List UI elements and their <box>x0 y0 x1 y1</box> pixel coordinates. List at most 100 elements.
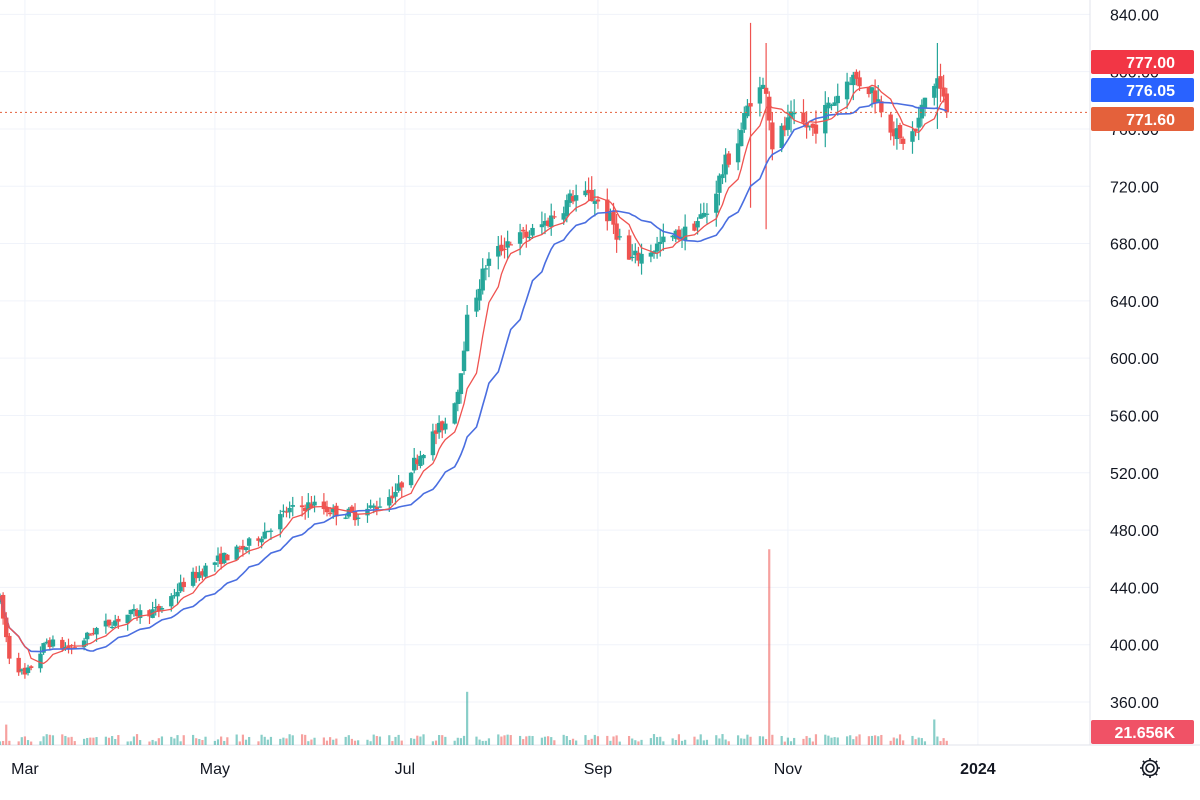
candle-body <box>611 211 616 225</box>
volume-bar <box>503 735 506 745</box>
ma-slow-line <box>0 101 948 653</box>
time-tick-label: 2024 <box>960 761 996 778</box>
price-tick-label: 520.00 <box>1110 466 1159 483</box>
volume-bar <box>378 736 382 745</box>
volume-bar <box>780 736 783 745</box>
candle-body <box>38 653 43 669</box>
candle-body <box>331 507 336 513</box>
candle-body <box>854 71 859 79</box>
volume-bar <box>453 740 456 745</box>
volume-bar <box>61 734 64 745</box>
volume-bar <box>86 737 89 745</box>
candle-body <box>287 507 292 513</box>
volume-bar <box>793 737 796 745</box>
volume-bar <box>42 736 45 745</box>
volume-bar <box>260 734 263 745</box>
volume-bar <box>662 741 665 745</box>
volume-bar <box>746 734 749 745</box>
volume-bar <box>213 740 216 745</box>
volume-bar <box>830 737 833 745</box>
settings-button[interactable] <box>1134 752 1166 784</box>
price-badge-bg <box>1091 107 1194 131</box>
candle-body <box>810 123 816 128</box>
volume-bar <box>26 740 30 745</box>
volume-bar <box>606 735 609 745</box>
candle-body <box>41 643 46 653</box>
volume-bar <box>724 739 727 745</box>
candle-body <box>480 268 485 291</box>
volume-bar <box>139 740 142 745</box>
candle-body <box>7 635 12 659</box>
volume-bar <box>400 740 403 745</box>
time-axis[interactable]: Mar May Jul Sep Nov 2024 <box>11 761 996 778</box>
candle-body <box>443 423 448 430</box>
volume-bar <box>920 738 923 745</box>
candle-body <box>433 430 439 434</box>
candle-body <box>172 595 177 597</box>
volume-bar <box>45 734 48 745</box>
candle-body <box>215 555 221 561</box>
volume-bar <box>771 734 774 745</box>
volume-bar <box>325 740 329 745</box>
candle-body <box>203 565 208 577</box>
candle-body <box>368 505 373 508</box>
volume-bar <box>173 738 176 745</box>
candle-body <box>900 138 906 144</box>
candle-body <box>767 96 772 121</box>
price-badge: 771.60 <box>1091 107 1194 131</box>
candle-body <box>717 175 722 193</box>
volume-bar <box>357 740 360 745</box>
candle-body <box>698 214 703 219</box>
volume-bar <box>114 738 117 745</box>
candle-body <box>857 77 862 87</box>
volume-bar <box>942 738 945 745</box>
volume-bar <box>640 739 643 745</box>
volume-bar <box>684 739 687 745</box>
candle-body <box>505 241 510 248</box>
candle-body <box>44 641 49 643</box>
candle-body <box>801 112 806 123</box>
candle-body <box>785 117 791 130</box>
price-badge-value: 21.656K <box>1115 725 1176 742</box>
candle-body <box>393 491 398 497</box>
volume-bar <box>216 739 220 745</box>
candle-body <box>508 244 513 246</box>
price-badge-bg <box>1091 50 1194 74</box>
volume-bar <box>637 741 640 745</box>
volume-bar <box>307 741 310 745</box>
candle-body <box>595 199 601 202</box>
volume-bar <box>419 736 422 745</box>
volume-bar <box>627 735 631 745</box>
candle-body <box>290 505 295 507</box>
volume-bar <box>353 740 357 745</box>
volume-bar <box>195 738 198 745</box>
candle-body <box>4 617 9 638</box>
volume-bar <box>808 737 811 745</box>
volume-bar <box>198 738 201 745</box>
candle-body <box>869 87 875 94</box>
candle-body <box>390 495 395 499</box>
candle-body <box>125 614 130 624</box>
candle-body <box>757 87 763 104</box>
candle-body <box>517 232 523 244</box>
volume-bar <box>89 737 92 745</box>
volume-bar <box>933 719 936 745</box>
volume-bar <box>441 735 444 745</box>
volume-bar <box>575 740 578 745</box>
candle-body <box>935 78 940 89</box>
volume-bar <box>736 735 740 745</box>
volume-bar <box>5 724 8 745</box>
price-tick-label: 560.00 <box>1110 408 1159 425</box>
volume-bar <box>478 739 481 745</box>
candle-body <box>88 634 93 636</box>
volume-bar <box>2 740 5 745</box>
volume-bar <box>528 735 531 745</box>
candle-body <box>866 87 872 95</box>
volume-bar <box>466 691 469 745</box>
time-tick-label: Sep <box>584 761 613 778</box>
candle-body <box>94 628 99 635</box>
candle-body <box>421 455 426 459</box>
candle-body <box>561 213 566 220</box>
candle-body <box>586 189 591 194</box>
